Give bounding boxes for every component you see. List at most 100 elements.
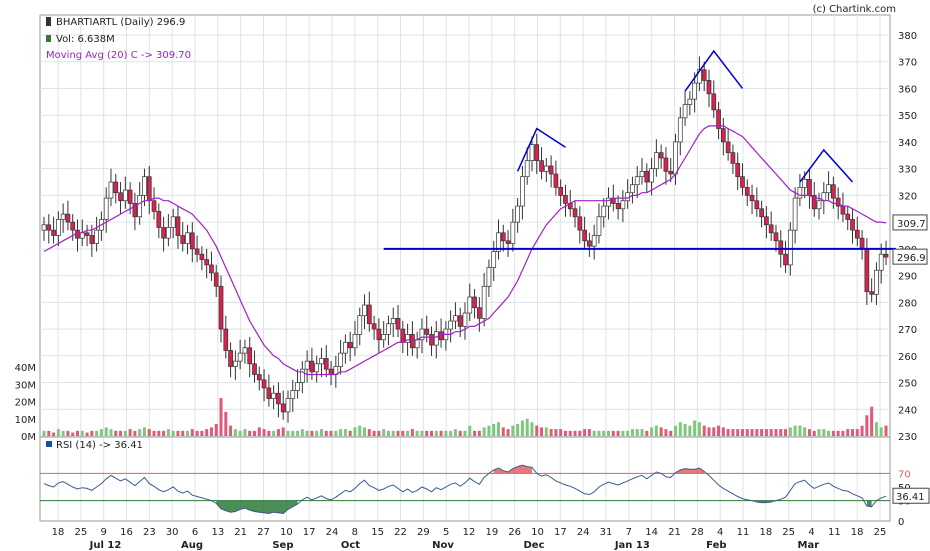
volume-bar — [645, 430, 649, 436]
candle — [122, 176, 128, 209]
candle — [60, 203, 66, 233]
candle-body — [142, 176, 147, 196]
candle — [716, 101, 721, 140]
candle-body — [730, 152, 736, 164]
candle — [46, 214, 52, 244]
volume-bar — [420, 430, 424, 436]
day-tick-label: 29 — [417, 527, 430, 538]
day-tick-label: 16 — [120, 527, 133, 538]
candle-body — [419, 328, 425, 341]
day-tick-label: 24 — [326, 527, 339, 538]
price-axis: 2302402502602702802903003103203303403503… — [892, 31, 928, 443]
volume-bar — [520, 420, 524, 436]
volume-bar — [559, 429, 563, 436]
candle-body — [113, 181, 119, 194]
candle — [725, 128, 731, 161]
volume-bar — [554, 429, 558, 436]
volume-bar — [731, 429, 735, 436]
candle — [730, 144, 736, 175]
candle — [845, 206, 851, 231]
volume-bar — [688, 425, 692, 436]
candle-body — [606, 197, 611, 207]
candle-body — [204, 259, 210, 266]
volume-bar — [406, 430, 410, 436]
candle — [553, 160, 559, 196]
volume-bar — [492, 423, 496, 436]
volume-bar — [726, 429, 730, 436]
volume-bar — [410, 429, 414, 436]
candle-body — [615, 203, 621, 210]
candle — [199, 246, 205, 271]
volume-bar — [779, 429, 783, 436]
volume-bar — [386, 430, 390, 436]
last-close-value: 296.9 — [897, 253, 926, 264]
day-tick-label: 17 — [554, 527, 567, 538]
candle — [352, 321, 358, 356]
candle-body — [386, 323, 391, 335]
volume-bar — [353, 427, 357, 436]
candle — [754, 187, 760, 217]
candle — [711, 80, 717, 118]
candle-body — [701, 69, 707, 81]
candle — [577, 206, 583, 244]
candle-body — [491, 251, 497, 268]
volume-bar — [669, 430, 673, 436]
candle-body — [768, 224, 774, 234]
candle-body — [601, 205, 607, 218]
candle — [601, 198, 607, 228]
volume-bar — [391, 430, 395, 436]
volume-bar — [879, 427, 883, 436]
price-tick-label: 360 — [898, 84, 917, 95]
volume-bar — [296, 430, 300, 436]
candle-body — [46, 224, 52, 231]
day-tick-label: 15 — [371, 527, 384, 538]
candle — [376, 318, 382, 354]
volume-bar — [430, 430, 434, 436]
volume-bar — [693, 420, 697, 436]
volume-bar — [616, 430, 620, 436]
volume-bar — [319, 429, 323, 436]
candle-body — [209, 264, 214, 274]
volume-bar — [602, 430, 606, 436]
candle-body — [276, 392, 281, 405]
candle — [759, 200, 764, 228]
candle — [271, 385, 276, 410]
day-tick-label: 21 — [668, 527, 681, 538]
candle — [596, 203, 602, 244]
candle — [180, 222, 186, 252]
price-tick-label: 250 — [898, 379, 917, 390]
candle-body — [520, 176, 525, 207]
volume-bar — [874, 422, 878, 436]
volume-bar — [635, 429, 639, 436]
candle — [548, 155, 554, 188]
candle — [591, 224, 597, 260]
candle-body — [735, 162, 741, 178]
candle-body — [802, 179, 808, 188]
candle — [749, 184, 755, 215]
candle — [343, 334, 348, 364]
price-tick-label: 290 — [898, 272, 917, 283]
volume-bar — [482, 427, 486, 436]
volume-bar — [147, 429, 151, 436]
volume-bar — [162, 430, 166, 436]
rsi-oversold-fill — [866, 500, 872, 507]
candle — [850, 208, 855, 244]
candle-body — [778, 240, 784, 255]
candle-body — [720, 128, 726, 143]
candle — [692, 72, 697, 113]
candle — [299, 361, 305, 394]
volume-bar — [540, 427, 544, 436]
ma-legend: Moving Avg (20) C -> 309.70 — [46, 50, 191, 61]
volume-bar — [257, 427, 261, 436]
candle-body — [740, 176, 745, 188]
candle-body — [773, 232, 779, 242]
volume-bar — [276, 429, 280, 436]
volume-bar — [855, 429, 859, 436]
candle — [209, 251, 214, 281]
volume-bar — [281, 427, 285, 436]
rsi-panel: 030507036.41 — [39, 436, 930, 528]
candle-body — [462, 312, 468, 327]
day-tick-label: 18 — [759, 527, 772, 538]
candle — [811, 182, 817, 217]
candle — [677, 107, 683, 156]
